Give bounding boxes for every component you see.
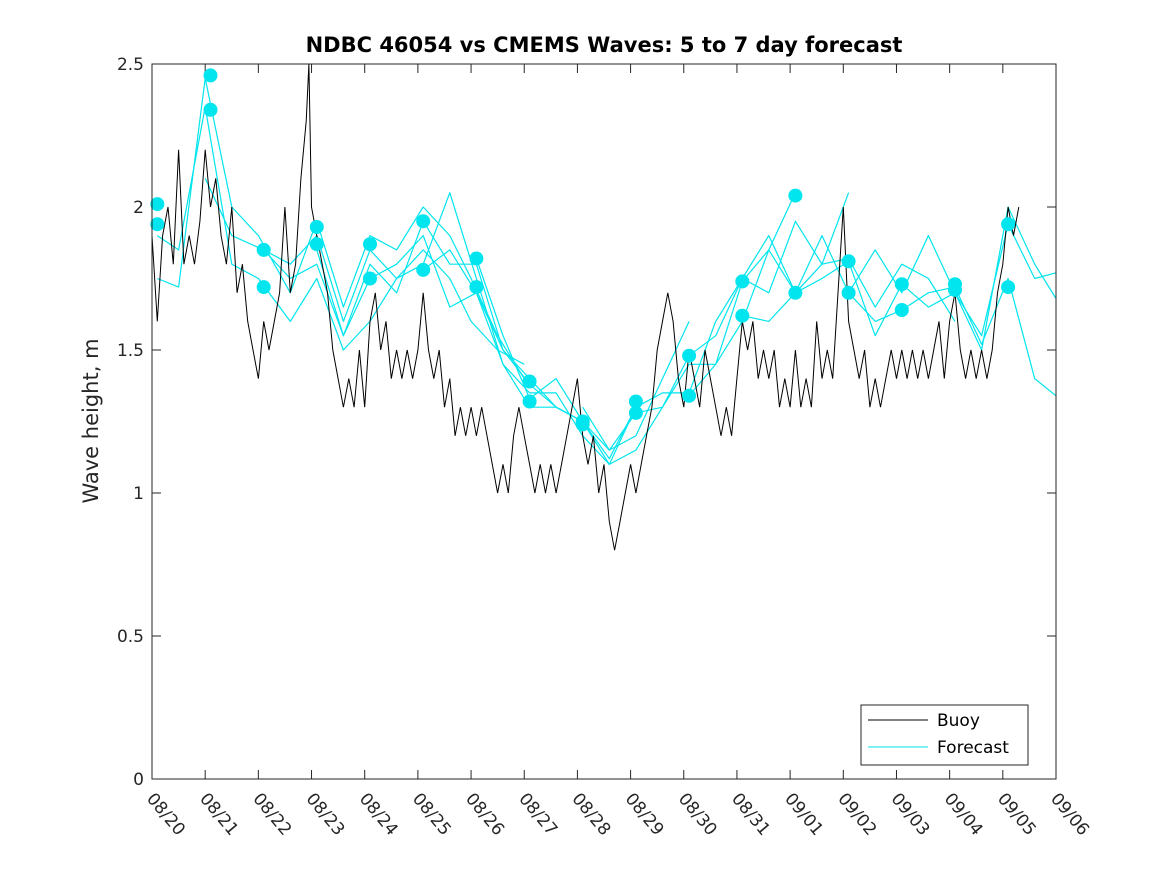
legend: Buoy Forecast xyxy=(860,704,1029,766)
forecast-marker xyxy=(309,237,324,252)
y-tick-label: 1.5 xyxy=(117,341,144,361)
forecast-marker xyxy=(841,285,856,300)
forecast-line-5 xyxy=(316,235,690,451)
forecast-marker xyxy=(416,214,431,229)
forecast-line-1 xyxy=(156,106,525,365)
forecast-marker xyxy=(1001,280,1016,295)
forecast-line-6 xyxy=(422,192,796,465)
forecast-marker xyxy=(628,405,643,420)
forecast-marker xyxy=(894,277,909,292)
forecast-marker xyxy=(735,274,750,289)
forecast-markers xyxy=(150,68,1016,432)
forecast-marker xyxy=(363,237,377,252)
forecast-marker xyxy=(150,217,165,232)
forecast-marker xyxy=(522,374,537,389)
forecast-marker xyxy=(788,285,803,300)
forecast-marker xyxy=(522,394,537,409)
forecast-marker xyxy=(150,197,165,212)
forecast-marker xyxy=(788,188,803,203)
forecast-marker xyxy=(469,280,484,295)
forecast-marker xyxy=(682,388,697,403)
forecast-marker xyxy=(948,282,962,297)
forecast-marker xyxy=(469,251,484,266)
forecast-line-9 xyxy=(688,235,1057,397)
plot-area xyxy=(152,64,1056,779)
y-tick-label: 0 xyxy=(133,770,144,790)
forecast-marker xyxy=(841,254,856,269)
buoy-line xyxy=(151,63,1020,551)
forecast-marker xyxy=(203,68,218,83)
y-tick-label: 2.5 xyxy=(117,55,144,75)
legend-box xyxy=(860,704,1029,766)
forecast-marker xyxy=(256,280,271,295)
forecast-line-7 xyxy=(475,192,850,460)
forecast-marker xyxy=(256,242,271,257)
forecast-series xyxy=(156,77,1057,465)
chart-title: NDBC 46054 vs CMEMS Waves: 5 to 7 day fo… xyxy=(306,33,903,57)
y-axis-label: Wave height, m xyxy=(79,338,103,503)
forecast-marker xyxy=(363,271,377,286)
forecast-marker xyxy=(735,308,750,323)
y-tick-label: 1 xyxy=(133,484,144,504)
y-tick-labels: 0 0.5 1 1.5 2 2.5 xyxy=(117,55,144,790)
forecast-marker xyxy=(575,417,590,432)
forecast-line-4 xyxy=(263,192,637,465)
plot-frame xyxy=(151,63,1057,780)
forecast-marker xyxy=(416,262,431,277)
forecast-marker xyxy=(309,220,324,234)
forecast-line-3 xyxy=(204,178,583,423)
legend-buoy-label: Buoy xyxy=(937,711,980,731)
forecast-marker xyxy=(682,348,697,363)
forecast-marker xyxy=(203,102,218,117)
legend-forecast-label: Forecast xyxy=(937,738,1009,758)
y-tick-label: 0.5 xyxy=(117,627,144,647)
y-tick-label: 2 xyxy=(133,198,144,218)
forecast-marker xyxy=(628,394,643,409)
forecast-marker xyxy=(1001,217,1016,232)
forecast-marker xyxy=(894,303,909,317)
buoy-series xyxy=(151,63,1020,551)
